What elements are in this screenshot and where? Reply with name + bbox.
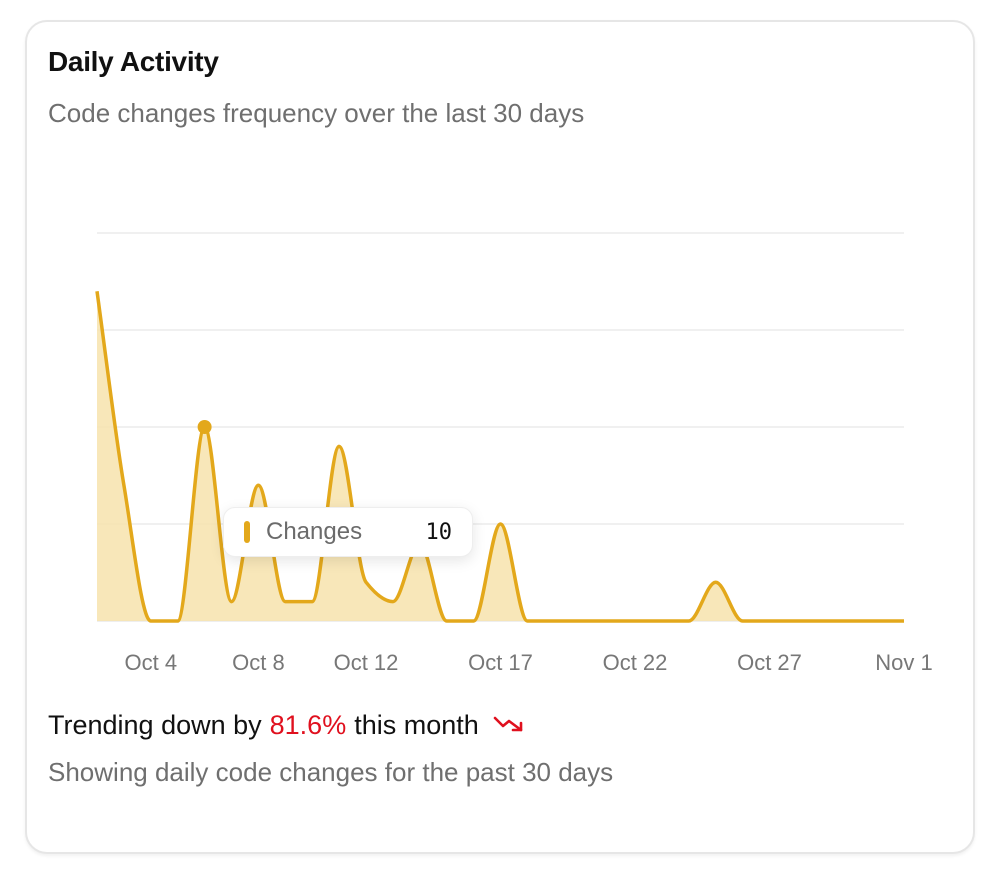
x-tick-label: Oct 8 [232,650,285,675]
trend-prefix: Trending down by [48,710,262,740]
footer-note: Showing daily code changes for the past … [48,757,614,787]
x-tick-label: Nov 1 [875,650,932,675]
tooltip-label: Changes [266,518,363,545]
series-area [97,291,904,621]
card-title: Daily Activity [48,46,219,77]
trend-summary: Trending down by 81.6% this month [48,710,525,741]
x-tick-label: Oct 4 [125,650,178,675]
activity-area-chart[interactable]: Oct 4 Oct 8 Oct 12 Oct 17 Oct 22 Oct 27 Nov 1 [0,0,1000,700]
x-axis-ticks: Oct 4 Oct 8 Oct 12 Oct 17 Oct 22 Oct 27 Nov 1 [125,650,933,675]
x-tick-label: Oct 12 [334,650,399,675]
trend-percent: 81.6% [269,710,347,740]
x-tick-label: Oct 22 [603,650,668,675]
series-points[interactable] [197,420,212,434]
card-subtitle: Code changes frequency over the last 30 … [48,98,585,128]
trending-down-icon [493,710,525,741]
x-tick-label: Oct 17 [468,650,533,675]
chart-tooltip: Changes 10 [223,507,473,557]
tooltip-value: 10 [425,519,453,545]
trend-suffix: this month [354,710,479,740]
activity-card [25,20,975,854]
tooltip-swatch [244,521,250,543]
x-tick-label: Oct 27 [737,650,802,675]
active-data-point[interactable] [197,420,212,434]
